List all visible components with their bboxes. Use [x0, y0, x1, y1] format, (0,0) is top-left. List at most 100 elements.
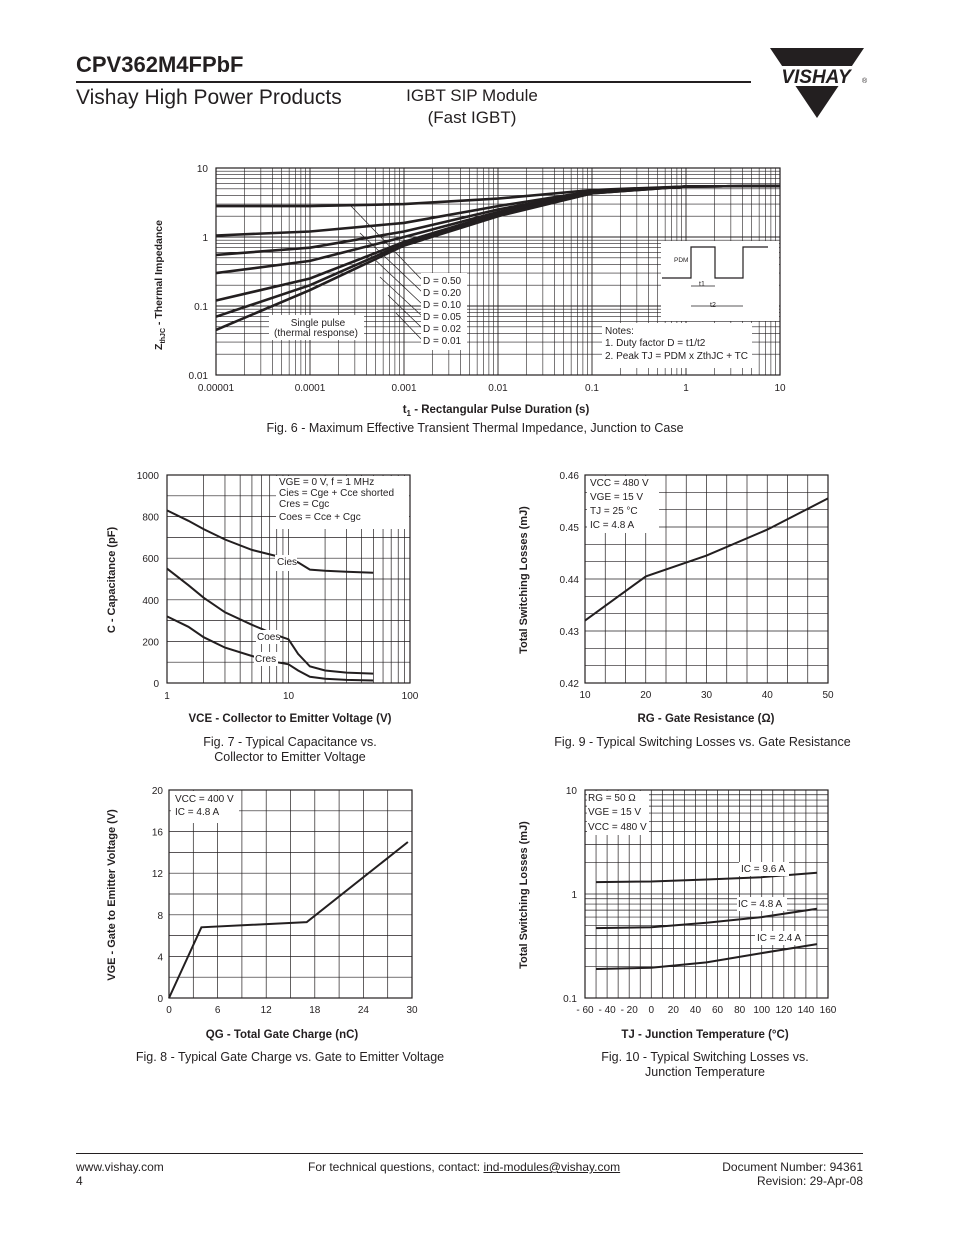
pulse-inset: PDM t1 t2 [661, 241, 779, 321]
module-title: IGBT SIP Module (Fast IGBT) [372, 85, 572, 129]
duty-label: D = 0.02 [423, 324, 462, 335]
fig10-y-tick: 10 [566, 786, 578, 797]
fig6-xlabel: t1 - Rectangular Pulse Duration (s) [403, 404, 590, 418]
fig8-x-tick: 18 [309, 1005, 321, 1016]
fig8-x-tick: 24 [358, 1005, 370, 1016]
fig9-xlabel: RG - Gate Resistance (Ω) [637, 713, 774, 725]
fig7-x-tick: 1 [164, 691, 170, 702]
fig8-x-tick: 30 [406, 1005, 418, 1016]
fig8-xlabel: QG - Total Gate Charge (nC) [206, 1029, 359, 1041]
fig9-series-line [584, 497, 829, 622]
cres-label: Cres [255, 654, 276, 665]
fig8-cond-1: VCC = 400 V [175, 794, 234, 805]
fig9-x-tick: 20 [640, 690, 652, 701]
fig7-cond-1: VGE = 0 V, f = 1 MHz [279, 477, 374, 488]
fig6-x-tick: 0.0001 [295, 383, 326, 394]
fig7-y-tick: 1000 [137, 471, 160, 482]
fig10-x-tick: 140 [798, 1005, 815, 1016]
fig8-y-tick: 0 [157, 994, 163, 1005]
ic-9.6-label: IC = 9.6 A [741, 864, 786, 875]
fig10-x-tick: - 60 [576, 1005, 594, 1016]
ic-4.8-label: IC = 4.8 A [738, 899, 783, 910]
fig10-x-tick: 100 [753, 1005, 770, 1016]
fig6-leader [387, 294, 423, 329]
fig8-y-tick: 20 [152, 786, 164, 797]
fig8-chart: VCC = 400 V IC = 4.8 A 0 6 12 18 24 30 0 4 8 12 1… [106, 786, 418, 1041]
fig6-caption: Fig. 6 - Maximum Effective Transient The… [266, 421, 684, 435]
fig9-x-tick: 50 [822, 690, 834, 701]
fig7-cond-2: Cies = Cge + Cce shorted [279, 488, 394, 499]
fig7-y-tick: 400 [142, 596, 159, 607]
fig10-x-tick: 20 [668, 1005, 680, 1016]
fig10-x-tick: 160 [820, 1005, 837, 1016]
document-number: Document Number: 94361 [722, 1160, 863, 1174]
fig8-x-tick: 12 [261, 1005, 273, 1016]
contact-email-link[interactable]: ind-modules@vishay.com [483, 1160, 621, 1174]
note-1: 1. Duty factor D = t1/t2 [605, 338, 706, 349]
fig10-x-tick: - 20 [621, 1005, 639, 1016]
fig8-ylabel: VGE - Gate to Emitter Voltage (V) [106, 809, 118, 981]
fig6-frame [215, 167, 781, 376]
website-link[interactable]: www.vishay.com [76, 1160, 164, 1174]
logo-text: VISHAY [781, 67, 853, 88]
fig10-cond-3: VCC = 480 V [588, 822, 647, 833]
fig7-xlabel: VCE - Collector to Emitter Voltage (V) [189, 713, 392, 725]
fig8-series-line [168, 841, 409, 999]
inset-t1: t1 [699, 281, 705, 288]
fig10-ylabel: Total Switching Losses (mJ) [518, 821, 530, 969]
inset-pdm: PDM [674, 257, 688, 264]
fig10-series-line [595, 943, 818, 970]
fig10-chart: RG = 50 Ω VGE = 15 V VCC = 480 V IC = 9.… [518, 786, 837, 1041]
fig6-y-tick: 10 [197, 164, 209, 175]
fig10-x-tick: 80 [734, 1005, 746, 1016]
fig9-x-tick: 30 [701, 690, 713, 701]
fig9-caption: Fig. 9 - Typical Switching Losses vs. Ga… [554, 735, 851, 749]
fig8-y-tick: 16 [152, 828, 164, 839]
fig6-leader [379, 276, 423, 317]
cies-label: Cies [277, 557, 297, 568]
note-2: 2. Peak TJ = PDM x ZthJC + TC [605, 351, 748, 362]
fig10-x-tick: 0 [648, 1005, 654, 1016]
fig6-y-tick: 1 [202, 233, 208, 244]
fig9-cond-2: VGE = 15 V [590, 492, 643, 503]
fig7-series-line [166, 615, 374, 682]
fig9-y-tick: 0.46 [560, 471, 580, 482]
single-pulse-label: Single pulse [291, 318, 346, 329]
module-line-1: IGBT SIP Module [406, 86, 538, 105]
fig8-curves [168, 841, 409, 999]
fig6-x-tick: 1 [683, 383, 689, 394]
fig6-leaders [349, 204, 423, 341]
fig6-leader [369, 254, 423, 305]
duty-label: D = 0.20 [423, 288, 462, 299]
fig6-x-tick: 10 [774, 383, 786, 394]
fig10-cond-2: VGE = 15 V [588, 807, 641, 818]
fig9-y-tick: 0.43 [560, 627, 580, 638]
fig6-chart: D = 0.50 D = 0.20 D = 0.10 D = 0.05 D = … [153, 164, 786, 418]
fig9-y-tick: 0.45 [560, 523, 580, 534]
header-rule [76, 81, 751, 83]
fig7-x-tick: 100 [402, 691, 419, 702]
single-pulse-label-2: (thermal response) [274, 328, 358, 339]
fig10-x-tick: 40 [690, 1005, 702, 1016]
vishay-logo-icon: VISHAY ® [770, 48, 868, 118]
fig10-series-line [595, 907, 818, 930]
fig6-x-tick: 0.01 [488, 383, 508, 394]
fig6-x-tick: 0.001 [391, 383, 416, 394]
fig10-x-tick: - 40 [598, 1005, 616, 1016]
fig7-y-tick: 0 [153, 679, 159, 690]
fig6-x-tick: 0.00001 [198, 383, 235, 394]
fig10-y-tick: 0.1 [563, 994, 577, 1005]
coes-label: Coes [257, 632, 280, 643]
fig9-ylabel: Total Switching Losses (mJ) [518, 506, 530, 654]
fig10-xlabel: TJ - Junction Temperature (°C) [621, 1029, 788, 1041]
fig10-x-tick: 60 [712, 1005, 724, 1016]
fig7-y-tick: 200 [142, 637, 159, 648]
footer-contact: For technical questions, contact: ind-mo… [308, 1160, 621, 1174]
fig10-x-tick: 120 [775, 1005, 792, 1016]
fig10-caption: Fig. 10 - Typical Switching Losses vs. J… [601, 1050, 809, 1079]
svg-text:®: ® [862, 77, 868, 85]
fig6-y-tick: 0.01 [189, 371, 209, 382]
inset-t2: t2 [710, 302, 716, 309]
fig9-cond-4: IC = 4.8 A [590, 520, 635, 531]
fig8-cond-2: IC = 4.8 A [175, 807, 220, 818]
